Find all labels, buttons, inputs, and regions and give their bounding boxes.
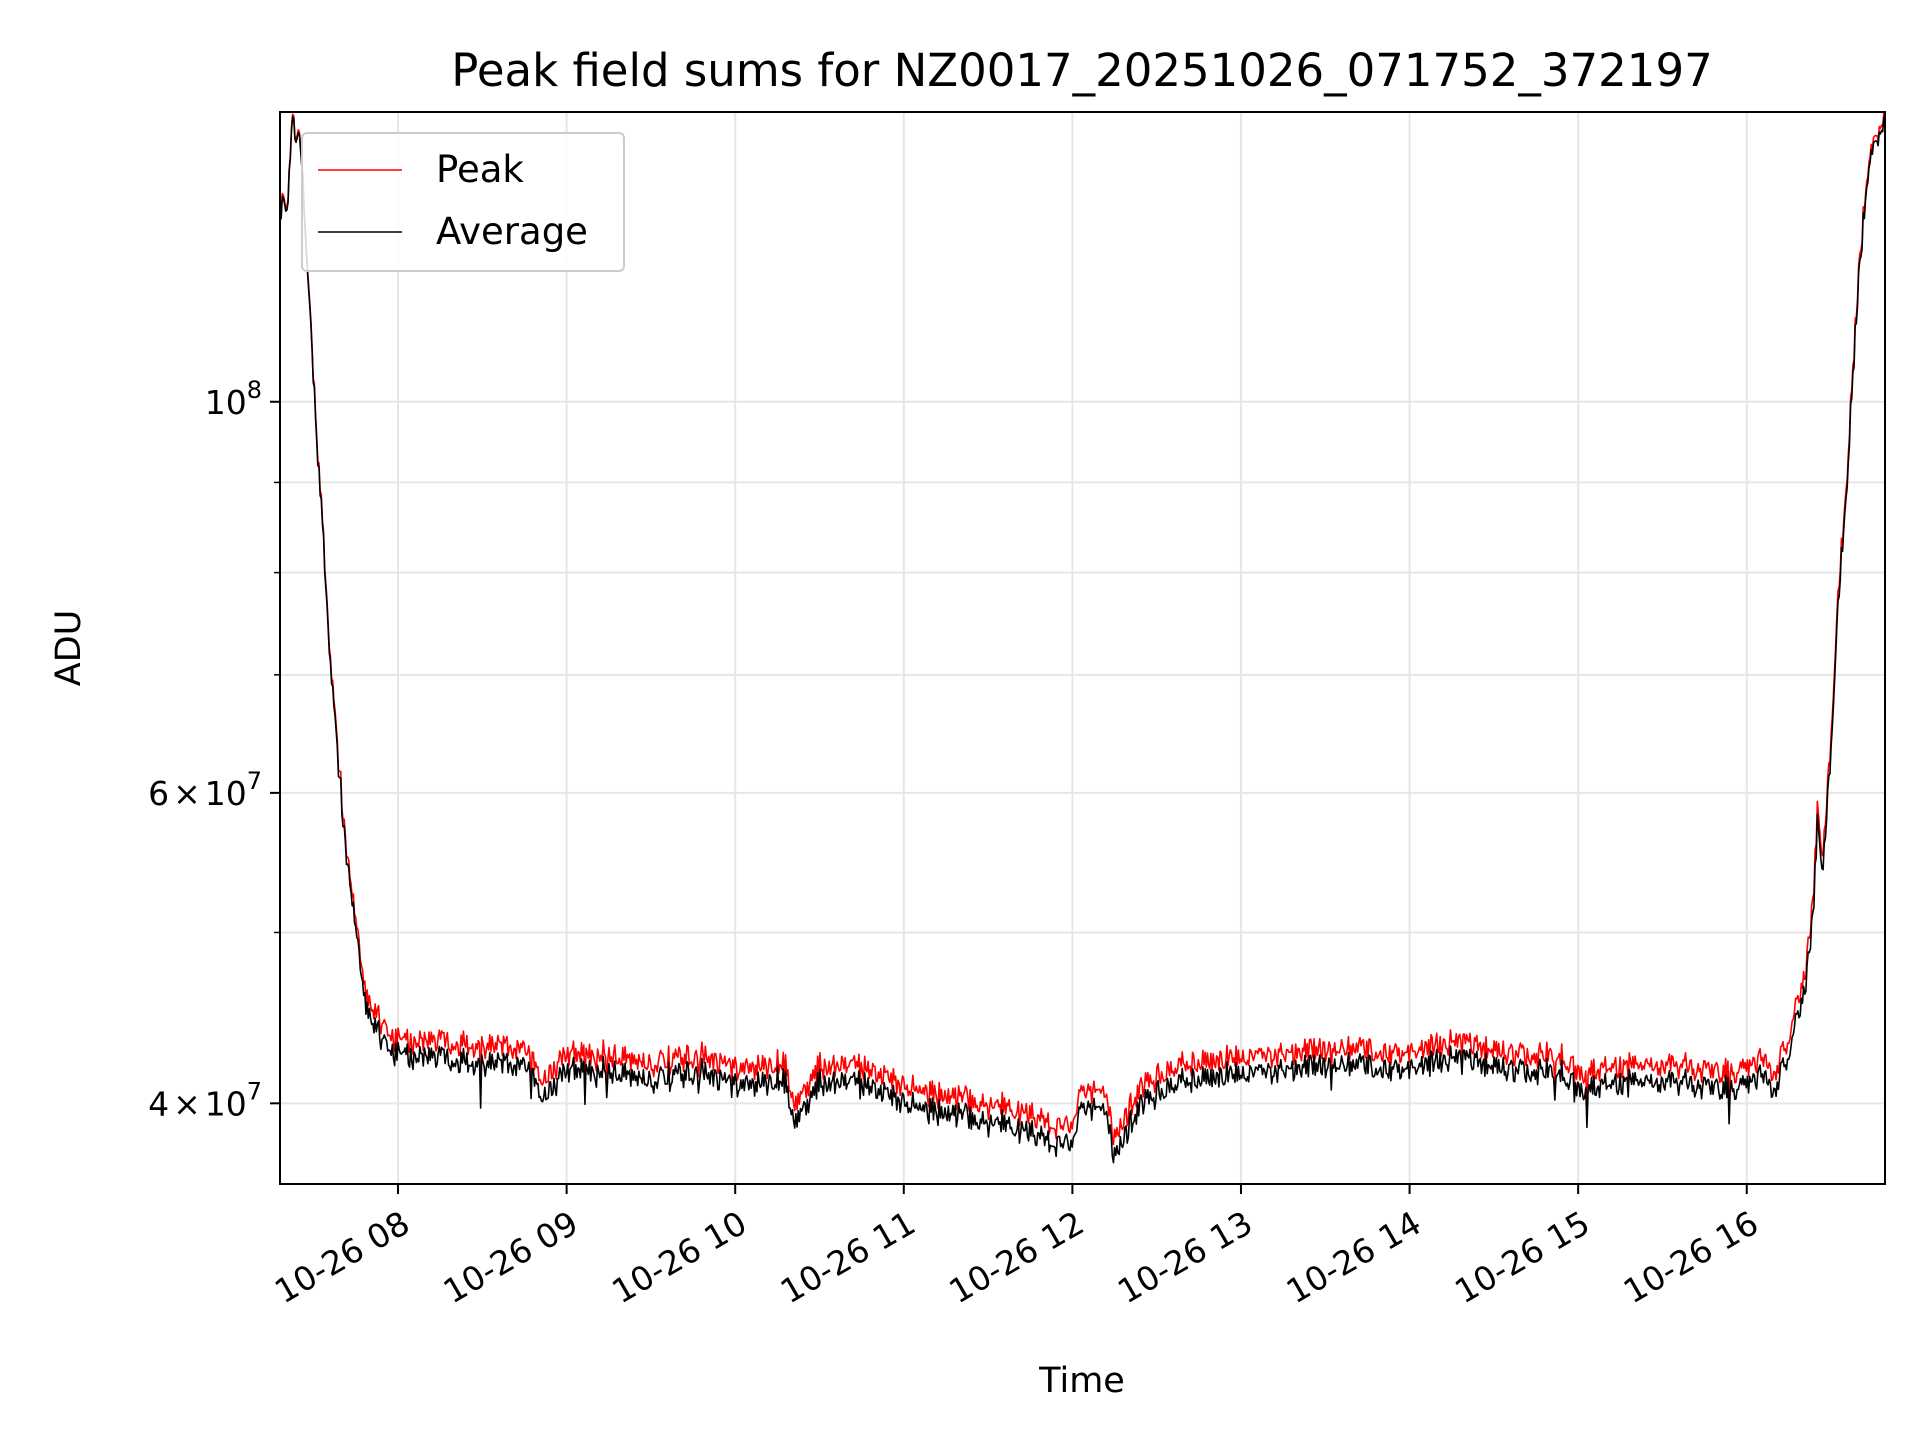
legend-box [301,132,625,272]
y-tick-label: 4 × 107 [148,1077,262,1123]
legend: Peak Average [301,132,625,272]
x-axis-label: Time [1038,1361,1125,1401]
grid-lines [280,112,1885,1184]
series-line-average [280,114,1885,1164]
legend-label-peak: Peak [436,148,524,191]
y-tick-label: 6 × 107 [148,767,262,813]
series-lines [280,112,1885,1164]
legend-label-average: Average [436,210,588,253]
y-tick-label: 108 [205,376,262,422]
plot-frame [279,111,1886,1185]
y-axis-label: ADU [49,610,89,687]
chart-title: Peak field sums for NZ0017_20251026_0717… [451,44,1712,97]
series-line-peak [280,112,1885,1146]
